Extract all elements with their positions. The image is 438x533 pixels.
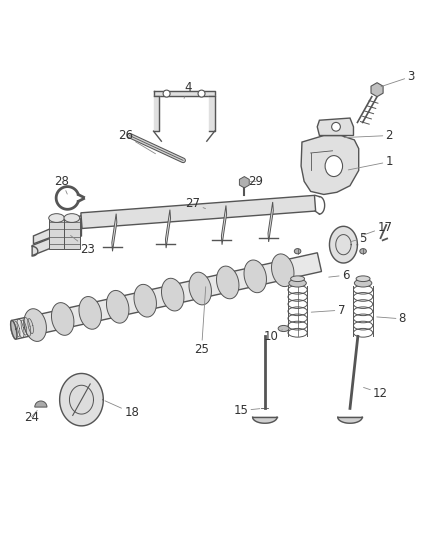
- Polygon shape: [33, 215, 81, 244]
- Ellipse shape: [354, 279, 372, 287]
- Polygon shape: [272, 254, 294, 287]
- Polygon shape: [153, 91, 215, 96]
- Polygon shape: [24, 309, 46, 342]
- Text: 17: 17: [364, 221, 392, 235]
- Ellipse shape: [289, 279, 306, 287]
- Text: 24: 24: [24, 410, 39, 424]
- Text: 28: 28: [54, 175, 69, 194]
- Text: 27: 27: [185, 197, 205, 209]
- Text: 15: 15: [233, 404, 260, 417]
- Ellipse shape: [278, 326, 289, 332]
- Polygon shape: [329, 227, 357, 263]
- Text: 29: 29: [249, 175, 264, 188]
- Text: 4: 4: [184, 81, 192, 99]
- Circle shape: [198, 90, 205, 97]
- Text: 26: 26: [118, 129, 155, 154]
- Polygon shape: [79, 296, 102, 329]
- Text: 6: 6: [329, 269, 350, 282]
- Polygon shape: [253, 417, 277, 423]
- Text: 3: 3: [381, 70, 415, 86]
- Polygon shape: [12, 253, 321, 339]
- Polygon shape: [64, 218, 80, 249]
- Text: 5: 5: [350, 232, 367, 245]
- Circle shape: [332, 123, 340, 131]
- Polygon shape: [134, 284, 156, 317]
- Ellipse shape: [64, 214, 80, 222]
- Polygon shape: [11, 320, 17, 339]
- Polygon shape: [216, 266, 239, 299]
- Text: 7: 7: [311, 304, 345, 317]
- Polygon shape: [244, 260, 266, 293]
- Ellipse shape: [325, 156, 343, 176]
- Wedge shape: [35, 401, 47, 407]
- Polygon shape: [70, 385, 93, 414]
- Text: 10: 10: [264, 330, 283, 343]
- Polygon shape: [153, 96, 159, 131]
- Text: 1: 1: [348, 155, 393, 170]
- Polygon shape: [81, 196, 316, 229]
- Polygon shape: [112, 214, 117, 251]
- Ellipse shape: [360, 248, 366, 254]
- Polygon shape: [268, 202, 273, 242]
- Text: 25: 25: [194, 287, 209, 356]
- Polygon shape: [52, 303, 74, 335]
- Text: 23: 23: [71, 236, 95, 255]
- Polygon shape: [162, 278, 184, 311]
- Polygon shape: [209, 96, 215, 131]
- Text: 2: 2: [344, 129, 393, 142]
- Text: 12: 12: [364, 386, 388, 400]
- Circle shape: [163, 90, 170, 97]
- Polygon shape: [317, 118, 353, 135]
- Polygon shape: [32, 226, 81, 256]
- Polygon shape: [301, 135, 359, 195]
- Text: 18: 18: [105, 401, 139, 419]
- Ellipse shape: [290, 276, 304, 281]
- Polygon shape: [166, 209, 170, 248]
- Ellipse shape: [356, 276, 370, 281]
- Polygon shape: [338, 417, 362, 423]
- Polygon shape: [106, 290, 129, 323]
- Polygon shape: [49, 218, 64, 249]
- Ellipse shape: [49, 214, 64, 222]
- Text: 8: 8: [377, 312, 406, 325]
- Polygon shape: [221, 206, 226, 245]
- Polygon shape: [60, 374, 103, 426]
- Ellipse shape: [294, 248, 301, 254]
- Polygon shape: [189, 272, 212, 305]
